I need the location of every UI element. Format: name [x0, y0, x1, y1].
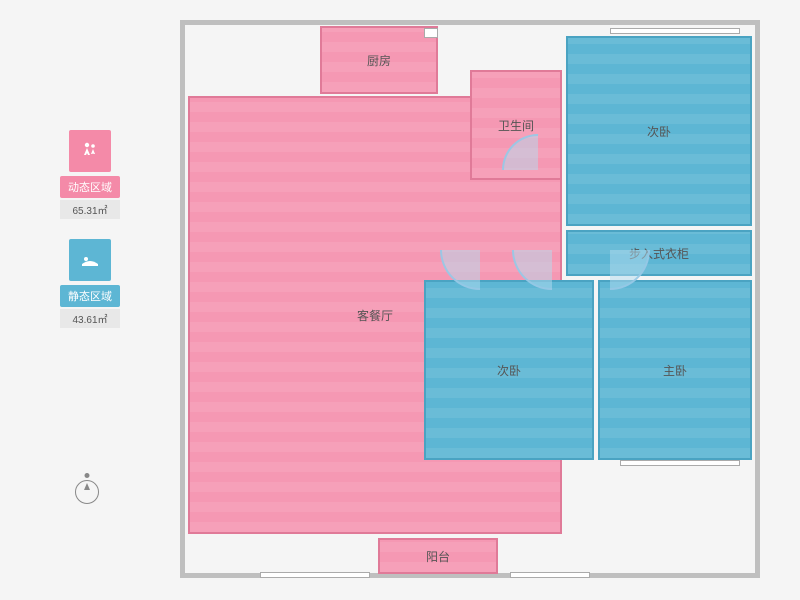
legend-item-static: 静态区域 43.61㎡: [60, 239, 120, 328]
window-2: [620, 460, 740, 466]
room-bedroom2b: 次卧: [424, 280, 594, 460]
window-0: [260, 572, 370, 578]
legend-static-label: 静态区域: [60, 285, 120, 307]
room-bedroom2a: 次卧: [566, 36, 752, 226]
window-1: [510, 572, 590, 578]
room-label-master: 主卧: [663, 362, 687, 379]
legend-dynamic-label: 动态区域: [60, 176, 120, 198]
room-label-balcony: 阳台: [426, 548, 450, 565]
legend-static-value: 43.61㎡: [60, 309, 120, 328]
sleep-icon: [69, 239, 111, 281]
people-icon: [69, 130, 111, 172]
room-label-bathroom: 卫生间: [498, 117, 534, 134]
compass-icon: [75, 480, 103, 508]
room-balcony: 阳台: [378, 538, 498, 574]
room-bathroom: 卫生间: [470, 70, 562, 180]
room-master: 主卧: [598, 280, 752, 460]
legend-item-dynamic: 动态区域 65.31㎡: [60, 130, 120, 219]
legend: 动态区域 65.31㎡ 静态区域 43.61㎡: [60, 130, 120, 348]
floorplan: 厨房卫生间次卧步入式衣柜客餐厅次卧主卧阳台: [180, 20, 760, 580]
room-kitchen: 厨房: [320, 26, 438, 94]
room-label-closet: 步入式衣柜: [629, 245, 689, 262]
room-label-kitchen: 厨房: [367, 52, 391, 69]
window-3: [610, 28, 740, 34]
room-label-bedroom2a: 次卧: [647, 123, 671, 140]
room-label-living: 客餐厅: [357, 307, 393, 324]
legend-dynamic-value: 65.31㎡: [60, 200, 120, 219]
room-closet: 步入式衣柜: [566, 230, 752, 276]
window-4: [424, 28, 438, 38]
room-label-bedroom2b: 次卧: [497, 362, 521, 379]
